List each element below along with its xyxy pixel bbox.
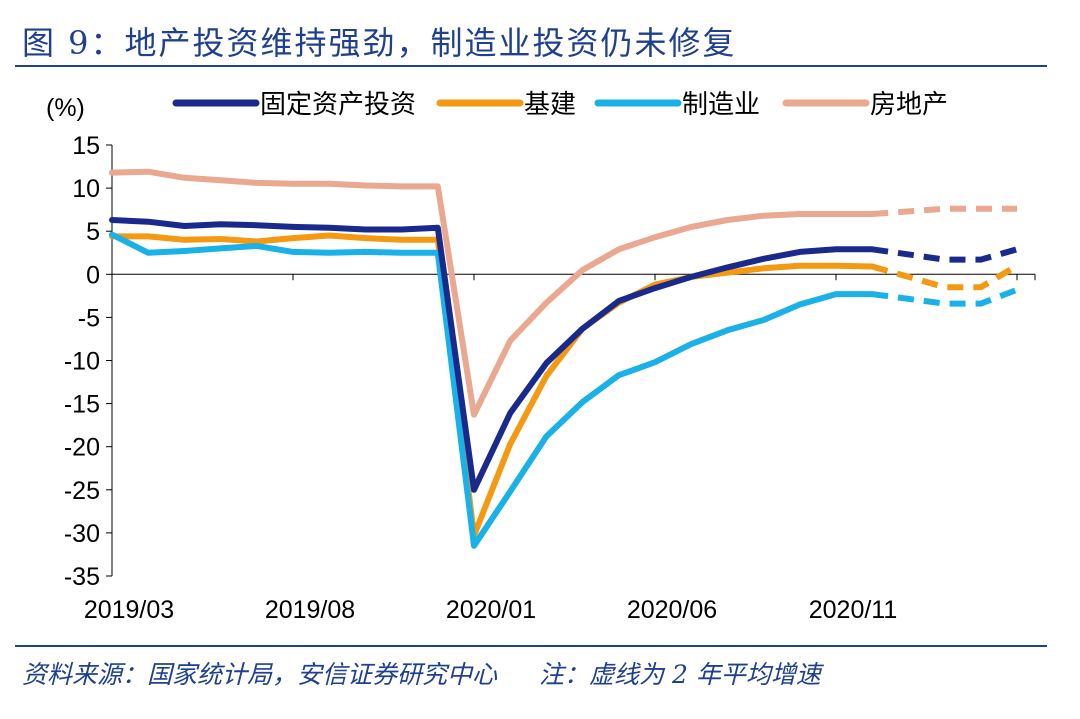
x-tick-label: 2020/11 — [809, 596, 898, 624]
source-note: 资料来源：国家统计局，安信证券研究中心 — [22, 660, 498, 689]
legend-label: 制造业 — [682, 89, 760, 119]
series-line-dashed — [871, 286, 1019, 307]
title-rule — [15, 65, 1047, 67]
line-chart: 15 10 5 0 -5 -10 -15 -20 -25 -30 -35 (%) 2019/03 2019… — [46, 89, 1036, 624]
series-line-solid — [109, 231, 876, 549]
y-tick-label: 10 — [72, 175, 100, 203]
y-tick-label: -20 — [64, 434, 100, 462]
y-tick-label: -25 — [64, 477, 100, 505]
series-line-dashed — [871, 263, 1019, 291]
chart-footer: 资料来源：国家统计局，安信证券研究中心 注：虚线为 2 年平均增速 — [22, 655, 821, 691]
series-line-solid — [109, 232, 876, 539]
y-tick-label: -15 — [64, 391, 100, 419]
chart-title: 图 9：地产投资维持强劲，制造业投资仍未修复 — [22, 24, 737, 62]
x-tick-label: 2020/06 — [627, 596, 717, 624]
series-line-solid — [109, 168, 876, 418]
y-tick-label: 15 — [72, 132, 100, 160]
footer-rule — [15, 645, 1047, 647]
series-lines — [109, 168, 1019, 549]
x-tick-label: 2019/08 — [265, 596, 355, 624]
x-tick-label: 2020/01 — [446, 596, 536, 624]
legend-label: 固定资产投资 — [260, 89, 416, 119]
series-line-solid — [109, 217, 876, 493]
legend-label: 基建 — [524, 89, 576, 119]
y-tick-label: -10 — [64, 348, 100, 376]
y-tick-label: -35 — [64, 563, 100, 591]
series-line-dashed — [871, 246, 1018, 263]
y-tick-label: -5 — [78, 304, 100, 332]
y-tick-label: 0 — [86, 261, 100, 289]
series-line-dashed — [871, 205, 1017, 217]
x-tick-label: 2019/03 — [84, 596, 174, 624]
chart-legend: 固定资产投资 基建 制造业 房地产 — [172, 89, 948, 119]
y-axis-unit-label: (%) — [46, 94, 85, 122]
legend-label: 房地产 — [870, 89, 948, 119]
y-tick-label: 5 — [86, 218, 100, 246]
chart-axes: 15 10 5 0 -5 -10 -15 -20 -25 -30 -35 (%) 2019/03 2019… — [46, 94, 1036, 624]
dashed-line-note: 注：虚线为 2 年平均增速 — [539, 660, 821, 689]
y-tick-label: -30 — [64, 520, 100, 548]
